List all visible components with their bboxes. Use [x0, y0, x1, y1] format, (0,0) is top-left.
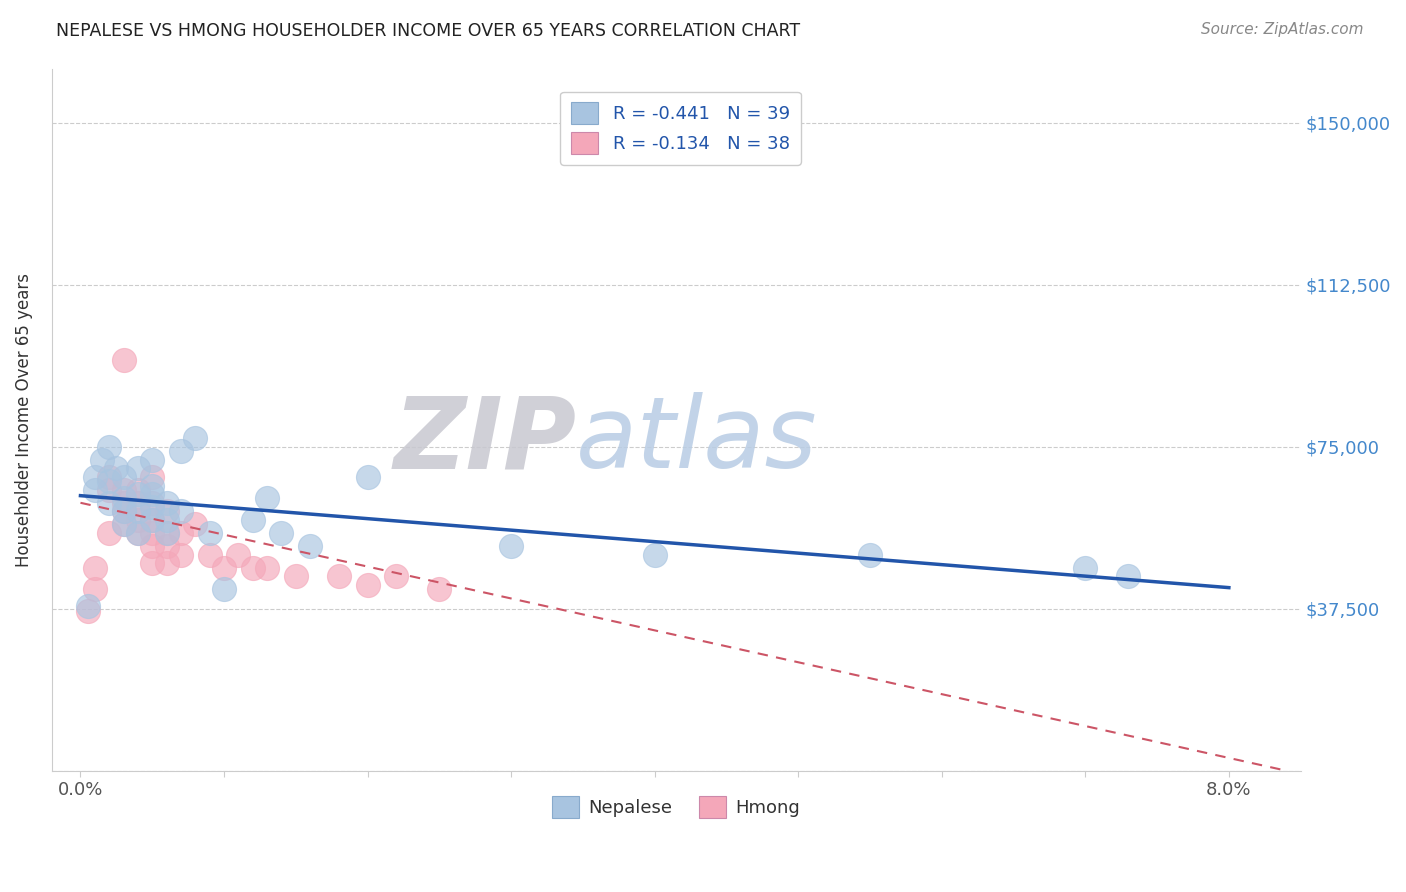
Point [242, 513, 264, 527]
Point [155, 526, 177, 541]
Point [270, 526, 292, 541]
Point [127, 487, 149, 501]
Point [155, 556, 177, 570]
Point [284, 569, 307, 583]
Point [98, 496, 121, 510]
Point [112, 491, 135, 506]
Point [112, 517, 135, 532]
Point [112, 470, 135, 484]
Point [859, 548, 882, 562]
Point [155, 526, 177, 541]
Point [155, 513, 177, 527]
Point [184, 431, 207, 445]
Point [127, 504, 149, 518]
Text: atlas: atlas [576, 392, 818, 489]
Point [155, 496, 177, 510]
Point [256, 491, 278, 506]
Point [83, 560, 105, 574]
Point [328, 569, 350, 583]
Point [83, 470, 105, 484]
Legend: Nepalese, Hmong: Nepalese, Hmong [546, 789, 807, 825]
Point [127, 461, 149, 475]
Point [112, 504, 135, 518]
Point [127, 513, 149, 527]
Point [83, 582, 105, 597]
Point [127, 496, 149, 510]
Point [212, 560, 235, 574]
Text: ZIP: ZIP [394, 392, 576, 489]
Point [98, 440, 121, 454]
Point [170, 526, 193, 541]
Point [98, 483, 121, 497]
Point [141, 496, 163, 510]
Point [105, 461, 128, 475]
Point [155, 539, 177, 553]
Point [112, 496, 135, 510]
Point [112, 353, 135, 368]
Point [1074, 560, 1097, 574]
Text: NEPALESE VS HMONG HOUSEHOLDER INCOME OVER 65 YEARS CORRELATION CHART: NEPALESE VS HMONG HOUSEHOLDER INCOME OVE… [56, 22, 800, 40]
Point [141, 487, 163, 501]
Point [385, 569, 408, 583]
Point [98, 526, 121, 541]
Point [356, 578, 378, 592]
Point [127, 526, 149, 541]
Point [141, 478, 163, 492]
Point [76, 604, 98, 618]
Point [83, 483, 105, 497]
Point [112, 504, 135, 518]
Point [212, 582, 235, 597]
Point [141, 513, 163, 527]
Point [141, 513, 163, 527]
Point [141, 452, 163, 467]
Point [198, 548, 221, 562]
Point [170, 548, 193, 562]
Point [1118, 569, 1140, 583]
Point [198, 526, 221, 541]
Point [170, 444, 193, 458]
Point [242, 560, 264, 574]
Point [644, 548, 666, 562]
Point [299, 539, 322, 553]
Point [91, 452, 114, 467]
Point [141, 470, 163, 484]
Point [184, 517, 207, 532]
Point [98, 474, 121, 488]
Point [427, 582, 450, 597]
Point [127, 483, 149, 497]
Point [76, 599, 98, 614]
Point [256, 560, 278, 574]
Y-axis label: Householder Income Over 65 years: Householder Income Over 65 years [15, 273, 32, 566]
Point [170, 504, 193, 518]
Point [141, 556, 163, 570]
Point [112, 517, 135, 532]
Point [155, 504, 177, 518]
Point [356, 470, 378, 484]
Point [98, 470, 121, 484]
Point [141, 500, 163, 515]
Point [228, 548, 250, 562]
Point [501, 539, 523, 553]
Point [127, 526, 149, 541]
Text: Source: ZipAtlas.com: Source: ZipAtlas.com [1201, 22, 1364, 37]
Point [141, 539, 163, 553]
Point [112, 483, 135, 497]
Point [141, 526, 163, 541]
